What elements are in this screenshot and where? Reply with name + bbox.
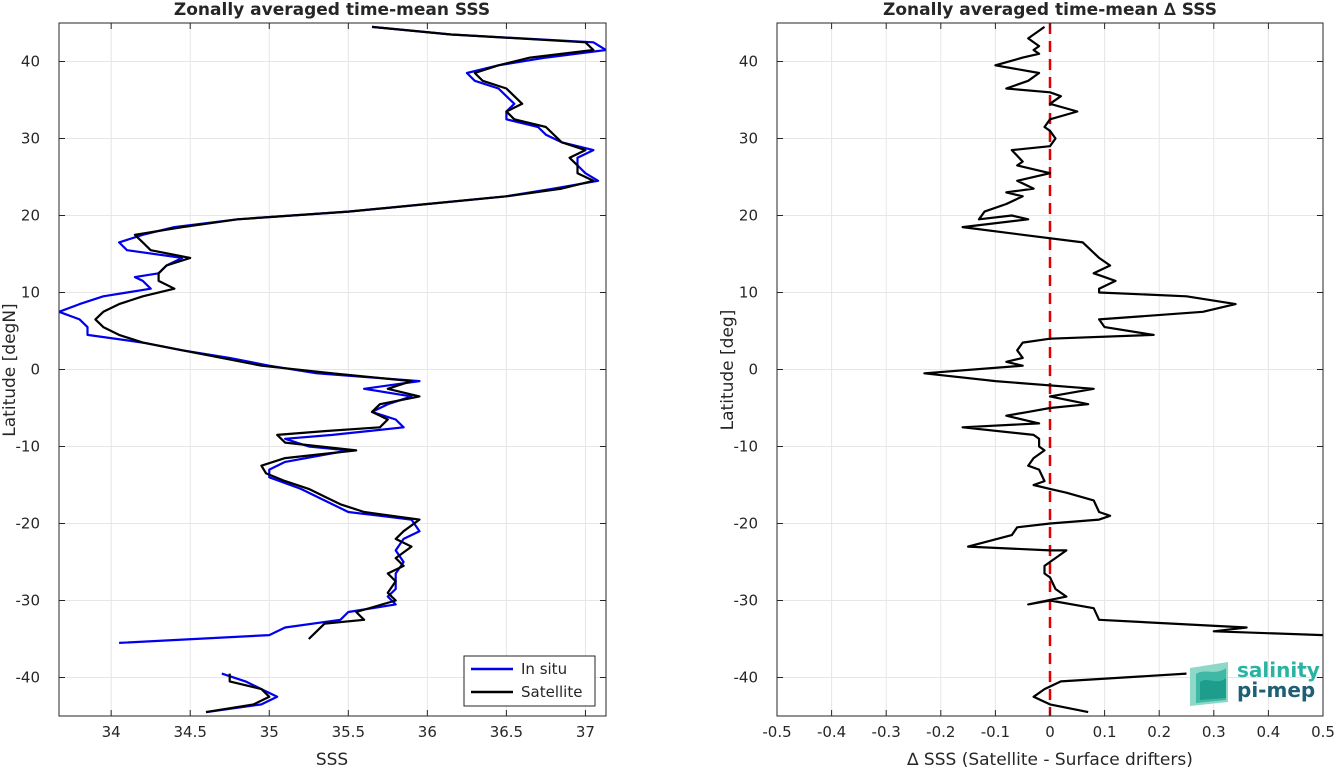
legend-label-in-situ: In situ — [521, 660, 567, 678]
right-chart-title: Zonally averaged time-mean ∆ SSS — [883, 0, 1217, 20]
right-y-axis-label: Latitude [deg] — [718, 310, 738, 431]
left-y-tick-label: -10 — [16, 438, 41, 456]
right-y-tick-label: -20 — [734, 515, 759, 533]
left-x-tick-label: 34.5 — [174, 723, 207, 741]
right-y-tick-label: -40 — [734, 669, 759, 687]
left-y-tick-label: -30 — [16, 592, 41, 610]
right-data — [923, 23, 1323, 716]
right-series-line-delta-sss — [923, 26, 1323, 637]
left-x-tick-label: 37 — [576, 723, 595, 741]
salinity-pi-mep-logo: salinity pi-mep — [1190, 658, 1320, 706]
logo-text-salinity: salinity — [1237, 658, 1320, 682]
left-chart: 34 34.5 35 35.5 36 36.5 37 40 30 20 10 0 -10 -20 -30 -4… — [0, 0, 607, 770]
logo-wave-icon — [1190, 662, 1228, 706]
left-x-tick-label: 36 — [418, 723, 437, 741]
left-y-tick-label: -20 — [16, 515, 41, 533]
left-ticks: 34 34.5 35 35.5 36 36.5 37 40 30 20 10 0 -10 -20 -30 -4… — [16, 23, 606, 741]
right-y-tick-label: 10 — [739, 284, 758, 302]
right-series-line-delta-sss — [1032, 672, 1187, 714]
right-x-tick-label: -0.3 — [872, 723, 901, 741]
legend-box — [463, 655, 596, 707]
right-y-tick-label: 30 — [739, 130, 758, 148]
left-x-tick-label: 35.5 — [332, 723, 365, 741]
left-x-axis-label: SSS — [316, 750, 348, 769]
legend-label-satellite: Satellite — [521, 683, 582, 701]
left-chart-title: Zonally averaged time-mean SSS — [174, 0, 490, 20]
left-data — [59, 25, 606, 714]
right-x-tick-label: 0.3 — [1202, 723, 1226, 741]
right-x-tick-label: -0.2 — [926, 723, 955, 741]
left-x-tick-label: 34 — [102, 723, 121, 741]
right-x-tick-label: 0.1 — [1093, 723, 1117, 741]
logo-text-pi-mep: pi-mep — [1237, 678, 1315, 702]
right-x-tick-label: -0.1 — [981, 723, 1010, 741]
right-x-tick-label: 0.5 — [1311, 723, 1335, 741]
right-chart: -0.5 -0.4 -0.3 -0.2 -0.1 0 0.1 0.2 0.3 0.4 0.5 40 30… — [718, 0, 1335, 770]
right-x-tick-label: 0.4 — [1256, 723, 1280, 741]
left-y-tick-label: 40 — [21, 53, 40, 71]
left-grid — [59, 23, 606, 716]
left-y-tick-label: 30 — [21, 130, 40, 148]
right-x-tick-label: 0.2 — [1147, 723, 1171, 741]
right-y-tick-label: -10 — [734, 438, 759, 456]
legend: In situ Satellite — [463, 655, 596, 707]
left-series-line-satellite — [205, 673, 271, 714]
right-y-tick-label: 0 — [748, 361, 758, 379]
left-y-tick-label: -40 — [16, 669, 41, 687]
left-y-tick-label: 0 — [30, 361, 40, 379]
right-ticks: -0.5 -0.4 -0.3 -0.2 -0.1 0 0.1 0.2 0.3 0.4 0.5 40 30… — [734, 23, 1335, 741]
right-x-tick-label: -0.5 — [762, 723, 791, 741]
left-series-line-satellite — [94, 25, 595, 640]
left-x-tick-label: 35 — [260, 723, 279, 741]
left-y-tick-label: 10 — [21, 284, 40, 302]
right-y-tick-label: -30 — [734, 592, 759, 610]
right-y-tick-label: 20 — [739, 207, 758, 225]
right-x-tick-label: 0 — [1045, 723, 1055, 741]
left-y-tick-label: 20 — [21, 207, 40, 225]
left-y-axis-label: Latitude [degN] — [0, 303, 20, 436]
right-x-tick-label: -0.4 — [817, 723, 846, 741]
right-x-axis-label: ∆ SSS (Satellite - Surface drifters) — [906, 750, 1193, 769]
left-x-tick-label: 36.5 — [490, 723, 523, 741]
right-y-tick-label: 40 — [739, 53, 758, 71]
